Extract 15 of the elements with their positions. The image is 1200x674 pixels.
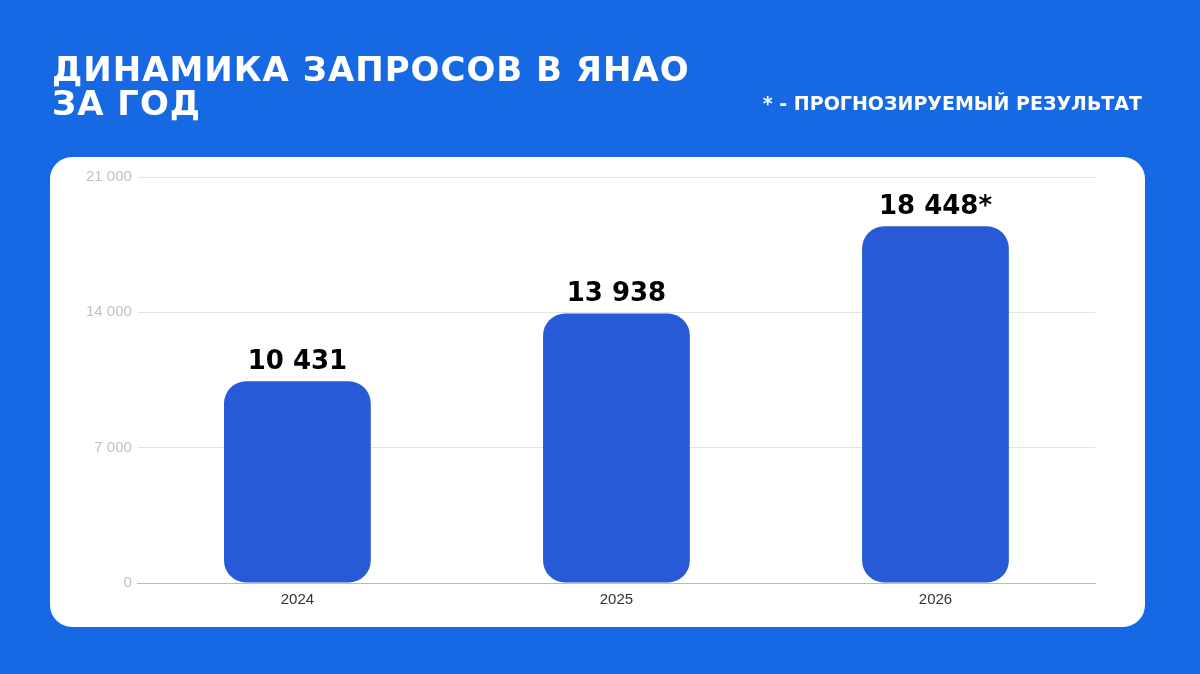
bar <box>862 226 1009 583</box>
y-tick-label: 21 000 <box>85 167 132 185</box>
y-tick-label: 0 <box>123 573 132 591</box>
y-tick-label: 14 000 <box>85 302 132 320</box>
bar <box>224 381 371 583</box>
x-tick-label: 2026 <box>918 590 953 608</box>
data-label: 13 938 <box>566 277 667 308</box>
bar <box>543 313 690 583</box>
y-tick-label: 7 000 <box>94 437 132 455</box>
text: * - ПРОГНОЗИРУЕМЫЙ РЕЗУЛЬТАТ <box>762 92 1142 114</box>
x-tick-label: 2025 <box>599 590 634 608</box>
data-label: 10 431 <box>247 345 348 376</box>
data-label: 18 448* <box>878 190 993 221</box>
chart-title: ДИНАМИКА ЗАПРОСОВ В ЯНАО ЗА ГОД <box>52 49 690 123</box>
x-tick-label: 2024 <box>280 590 315 608</box>
